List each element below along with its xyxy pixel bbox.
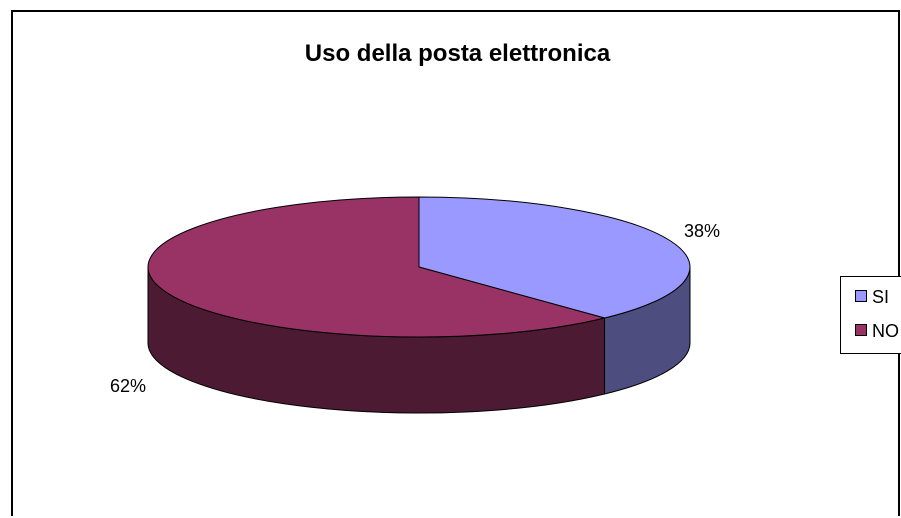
pie-chart: 38% 62% [110,196,720,414]
pie-slice-si [418,196,691,319]
legend-item-si: SI [855,287,889,307]
legend-swatch-si [855,290,867,303]
chart-title: Uso della posta elettronica [304,40,611,67]
legend-label-no: NO [872,321,899,341]
data-label-si: 38% [684,221,720,241]
pie-tops [147,196,691,338]
legend-swatch-no [855,324,867,337]
legend: SI NO [840,276,901,354]
legend-label-si: SI [872,287,890,307]
data-label-no: 62% [110,376,146,396]
chart-area: Uso della posta elettronica 38% 62% SI NO [11,10,901,516]
legend-item-no: NO [855,321,899,341]
pie-slice-no [147,196,607,338]
